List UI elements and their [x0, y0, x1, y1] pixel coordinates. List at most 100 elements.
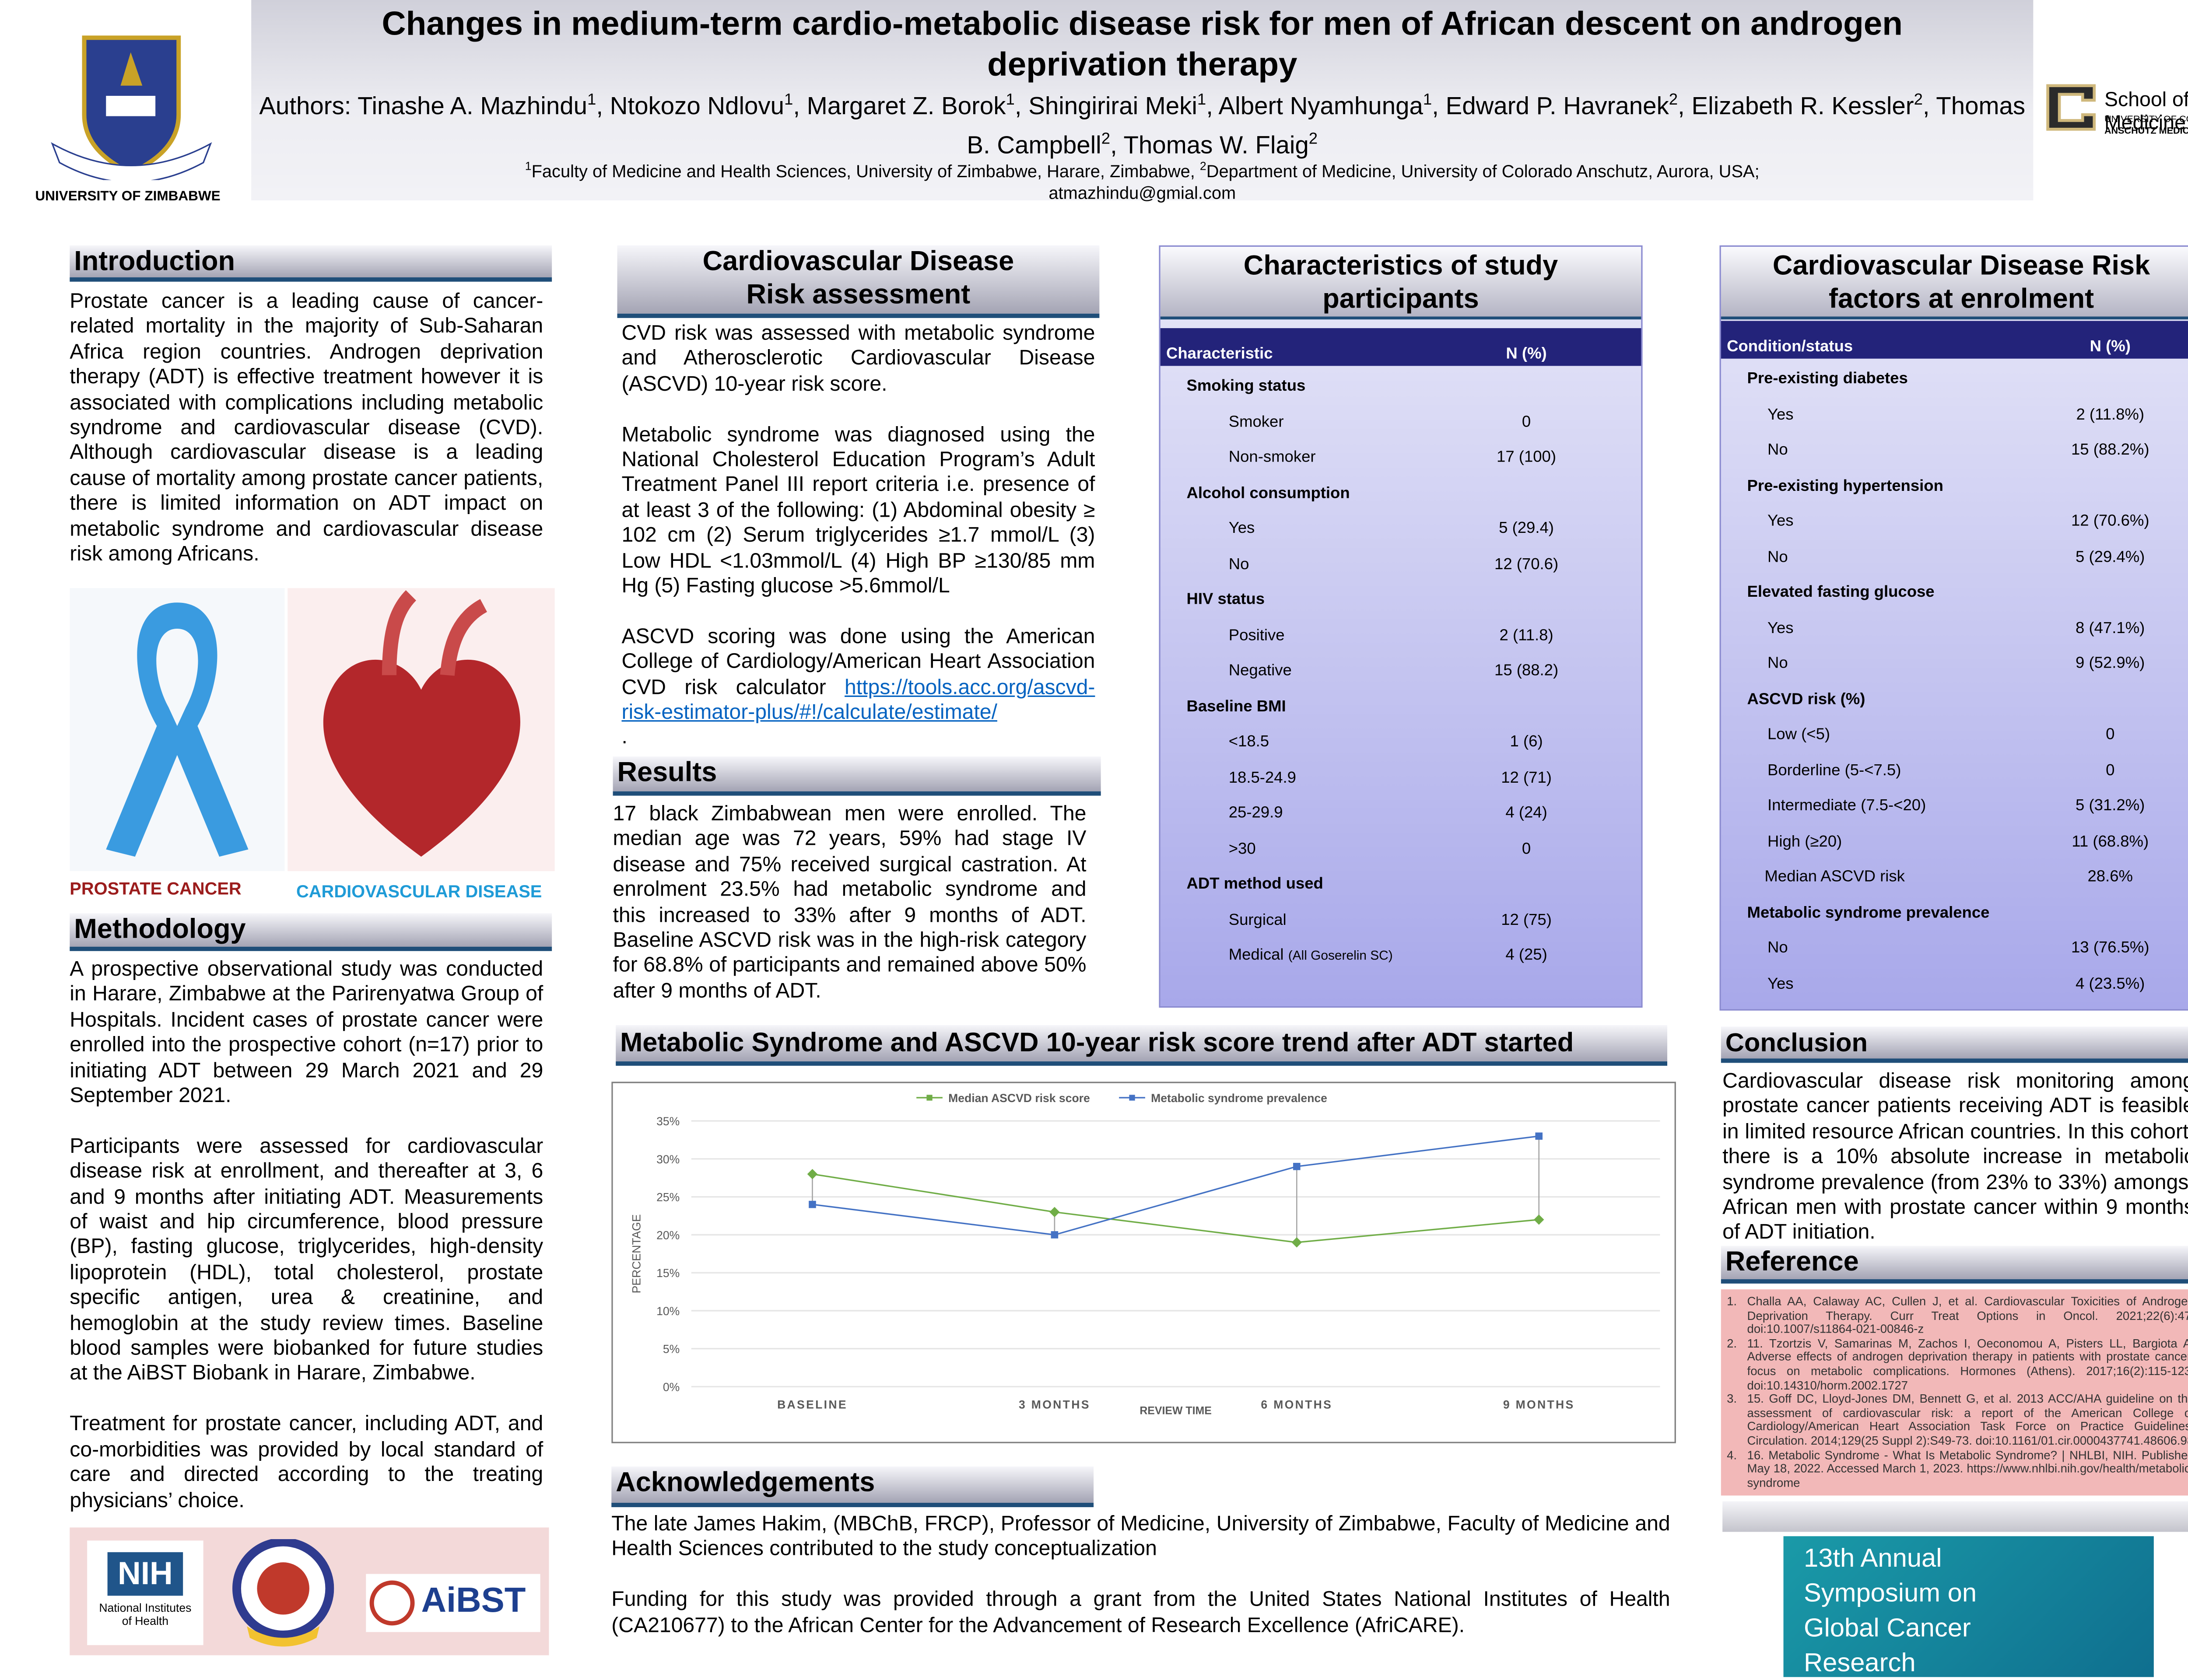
paragraph: Treatment for prostate cancer, including… [70, 1413, 543, 1512]
calculator-link[interactable]: https://tools.acc.org/ascvd-risk-estimat… [621, 676, 1095, 725]
column-header: N (%) [1506, 345, 1547, 363]
column-header: Characteristic [1166, 345, 1273, 363]
table-header: Characteristic N (%) [1160, 328, 1641, 366]
table-row: Elevated fasting glucose [1721, 575, 2188, 610]
row-value: 17 (100) [1497, 448, 1557, 466]
reference-item: 3. 15. Goff DC, Lloyd-Jones DM, Bennett G… [1727, 1392, 2188, 1448]
authors: Authors: Tinashe A. Mazhindu1, Ntokozo N… [259, 84, 2026, 161]
row-value: 2 (11.8) [1499, 626, 1553, 644]
panel-title: Cardiovascular Disease Risk factors at e… [1721, 247, 2188, 320]
group-label: Pre-existing diabetes [1747, 370, 1908, 388]
table-row: HIV status [1161, 582, 1641, 618]
aibst-mark [369, 1580, 415, 1626]
row-value: 12 (70.6) [1494, 555, 1559, 573]
table-row: High (≥20) 11 (68.8%) [1721, 824, 2188, 859]
group-label: HIV status [1186, 591, 1265, 609]
data-point [1293, 1162, 1301, 1170]
row-label-text: Surgical [1228, 911, 1287, 929]
seal-center [257, 1562, 309, 1615]
row-value: 4 (23.5%) [2076, 975, 2145, 993]
section-heading: Results [613, 756, 1101, 796]
y-tick-label: 15% [656, 1267, 680, 1280]
row-label-text: Yes [1767, 406, 1794, 424]
row-label-text: 18.5-24.9 [1228, 769, 1296, 787]
row-label-text: Yes [1767, 975, 1794, 993]
emblem [120, 52, 143, 86]
row-label: Yes [1767, 397, 1794, 433]
y-tick-label: 30% [656, 1153, 680, 1166]
row-value: 2 (11.8%) [2076, 406, 2145, 424]
row-value: 5 (29.4) [1499, 520, 1554, 537]
group-label: Smoking status [1186, 377, 1306, 395]
section-heading: Reference [1721, 1246, 2188, 1284]
row-label: No [1229, 547, 1249, 582]
email: atmazhindu@gmial.com [1048, 183, 1236, 203]
paragraph-end: . [621, 726, 628, 750]
data-point [1051, 1231, 1059, 1239]
row-label: No [1767, 539, 1788, 575]
table-row: No 13 (76.5%) [1721, 931, 2188, 966]
row-label-text: <18.5 [1228, 733, 1269, 751]
characteristics-panel: Characteristics of study participants Ch… [1159, 245, 1643, 1008]
table-row: Intermediate (7.5-<20) 5 (31.2%) [1721, 788, 2188, 824]
chart: 0% 5% 10% 15% 20% 25% 30% 35% PERCENTAGE BASELINE… [611, 1082, 1676, 1443]
table-row: Median ASCVD risk 28.6% [1721, 860, 2188, 895]
reference-item: 2. 11. Tzortzis V, Samarinas M, Zachos I,… [1727, 1335, 2188, 1393]
y-tick-label: 20% [656, 1228, 680, 1242]
row-label-text: Low (<5) [1767, 726, 1830, 744]
row-label-text: Medical [1228, 946, 1284, 964]
table-row: >30 0 [1161, 831, 1641, 867]
row-value: 0 [2106, 761, 2115, 779]
author-name: Elizabeth R. Kessler [1691, 92, 1914, 120]
row-label: Medical (All Goserelin SC) [1229, 938, 1393, 973]
table-row: Baseline BMI [1161, 689, 1641, 724]
row-label: Intermediate (7.5-<20) [1767, 788, 1926, 824]
table-row: No 12 (70.6) [1161, 547, 1641, 582]
row-value: 11 (68.8%) [2072, 833, 2149, 850]
row-label-text: Yes [1767, 512, 1794, 530]
cu-line2: ANSCHUTZ MEDICAL CAMPUS [2104, 126, 2188, 136]
table-row: Medical (All Goserelin SC) 4 (25) [1161, 938, 1641, 973]
author-affiliation: 1 [1197, 91, 1206, 109]
affiliation-text: Faculty of Medicine and Health Sciences,… [531, 161, 1195, 182]
author-affiliation: 1 [784, 91, 793, 109]
vessels [382, 590, 487, 676]
y-tick-label: 10% [656, 1305, 680, 1318]
row-label: 18.5-24.9 [1229, 760, 1296, 795]
row-label: No [1767, 433, 1788, 468]
book [106, 96, 156, 116]
author-name: Albert Nyamhunga [1218, 92, 1423, 120]
section-heading: Acknowledgements [611, 1466, 1094, 1507]
table-row: Smoker 0 [1161, 404, 1641, 440]
row-label-text: >30 [1228, 840, 1256, 858]
row-value: 1 (6) [1510, 733, 1543, 751]
table-row: No 9 (52.9%) [1721, 646, 2188, 682]
row-label-text: 25-29.9 [1228, 804, 1283, 822]
legend-marker [1129, 1095, 1135, 1101]
y-tick-label: 25% [656, 1191, 680, 1204]
reference-number: 4. [1727, 1447, 1737, 1462]
row-label-text: Yes [1228, 520, 1255, 537]
table-row: Yes 12 (70.6%) [1721, 504, 2188, 539]
row-value: 12 (75) [1501, 911, 1552, 929]
row-label-text: Borderline (5-<7.5) [1767, 761, 1901, 779]
chart-title: Metabolic Syndrome and ASCVD 10-year ris… [616, 1025, 1668, 1066]
reference-number: 2. [1727, 1335, 1737, 1350]
x-axis-title: REVIEW TIME [1140, 1405, 1211, 1417]
data-point [1049, 1207, 1060, 1218]
author-separator: , [596, 92, 603, 120]
author-separator: , [1110, 131, 1117, 159]
row-value: 0 [1522, 413, 1531, 431]
x-tick-label: 9 MONTHS [1503, 1398, 1575, 1411]
legend-marker [926, 1095, 933, 1101]
image-caption: CARDIOVASCULAR DISEASE [296, 881, 542, 902]
row-label: Positive [1229, 618, 1285, 653]
author-name: Shingirirai Meki [1028, 92, 1197, 120]
data-point [1533, 1214, 1544, 1225]
group-label: ASCVD risk (%) [1747, 690, 1865, 708]
row-value: 4 (25) [1505, 946, 1547, 964]
image-caption: PROSTATE CANCER [70, 878, 242, 899]
paragraph-text: ASCVD scoring was done using the America… [621, 625, 1095, 700]
risk-factors-panel: Cardiovascular Disease Risk factors at e… [1719, 245, 2188, 1011]
row-label-text: Negative [1228, 662, 1292, 680]
